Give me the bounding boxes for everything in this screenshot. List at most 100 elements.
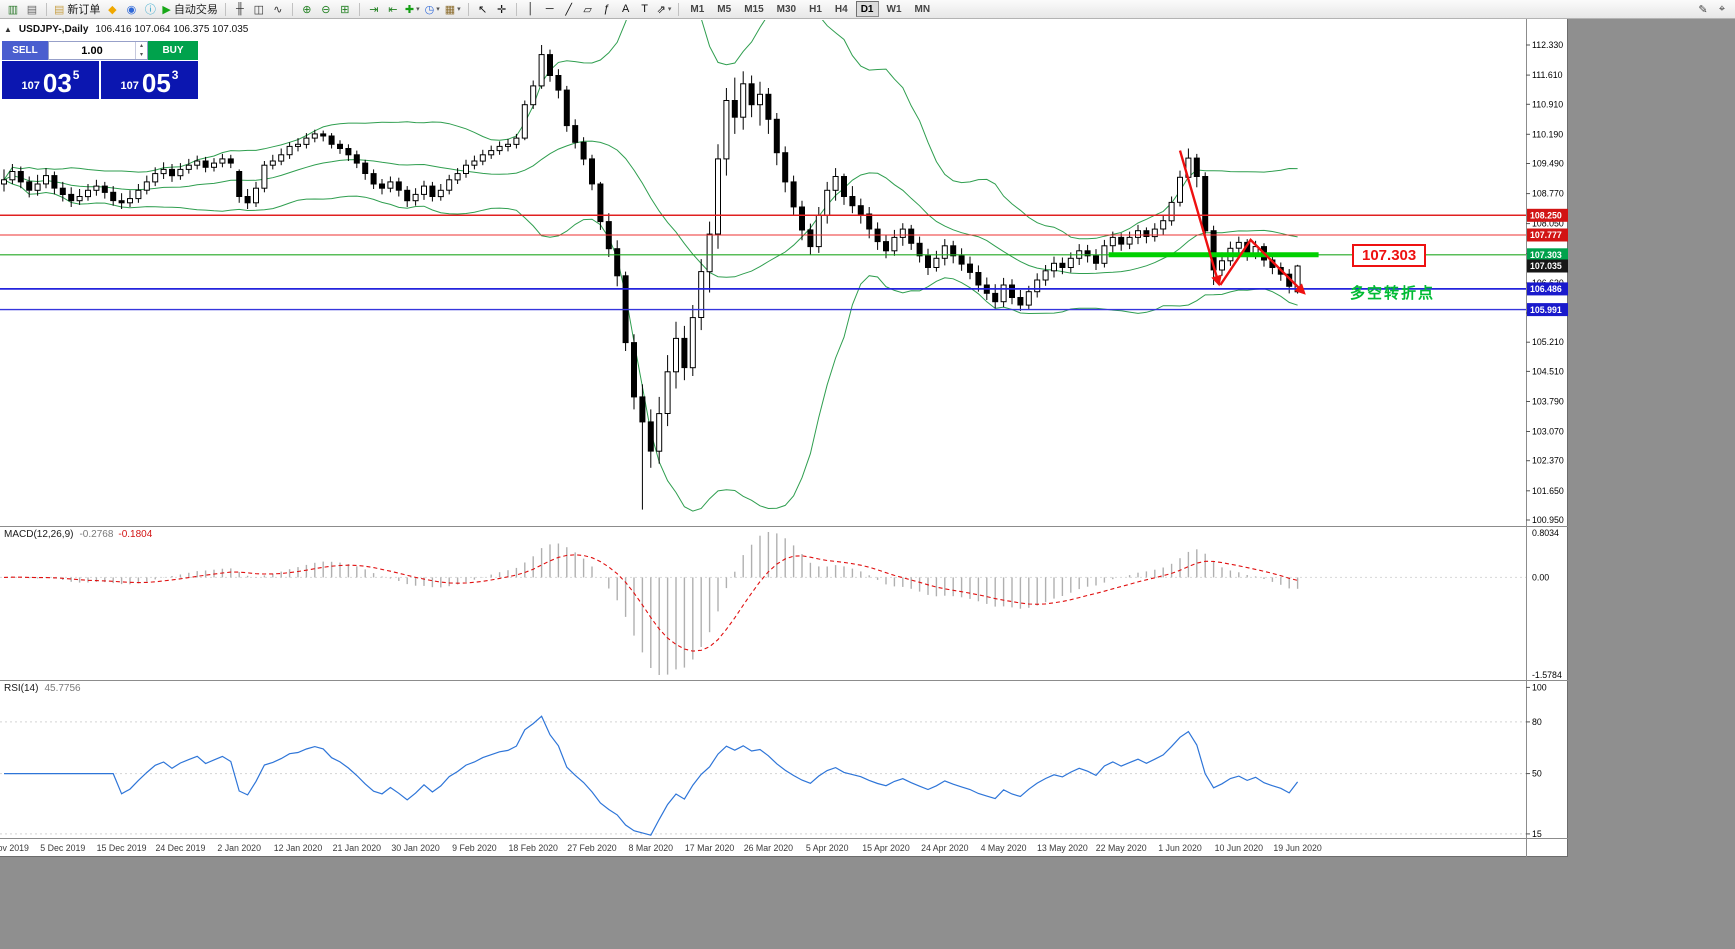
timeframe-h4-button[interactable]: H4 bbox=[834, 3, 848, 15]
buy-price-button[interactable]: 107 05 3 bbox=[101, 61, 198, 99]
macd-name: MACD(12,26,9) bbox=[4, 529, 74, 540]
svg-text:107.303: 107.303 bbox=[1530, 250, 1562, 260]
timeframe-m1-button[interactable]: M1 bbox=[690, 3, 705, 15]
svg-text:13 May 2020: 13 May 2020 bbox=[1037, 843, 1088, 853]
svg-text:21 Jan 2020: 21 Jan 2020 bbox=[333, 843, 382, 853]
buy-price-big: 05 bbox=[141, 68, 171, 98]
svg-text:24 Apr 2020: 24 Apr 2020 bbox=[921, 843, 969, 853]
svg-text:26 Nov 2019: 26 Nov 2019 bbox=[0, 843, 29, 853]
buy-price-sup: 3 bbox=[171, 68, 179, 82]
vertical-line-icon[interactable]: │ bbox=[527, 3, 535, 15]
toolbar-separator bbox=[358, 2, 360, 16]
templates-button[interactable]: ▦ ▾ bbox=[444, 3, 461, 16]
svg-text:50: 50 bbox=[1532, 769, 1542, 779]
timeframe-m5-button[interactable]: M5 bbox=[717, 3, 732, 15]
arrows-tool-icon[interactable]: ⇗ ▾ bbox=[656, 3, 672, 16]
buy-header-button[interactable]: BUY bbox=[148, 41, 198, 60]
zoom-out-icon[interactable]: ⊖ bbox=[321, 3, 331, 16]
toolbar-separator bbox=[224, 2, 226, 16]
svg-text:103.070: 103.070 bbox=[1532, 427, 1564, 437]
metaquotes-icon[interactable]: ◆ bbox=[108, 3, 117, 16]
indicators-button[interactable]: ✚ ▾ bbox=[404, 3, 420, 16]
svg-text:101.650: 101.650 bbox=[1532, 486, 1564, 496]
trendline-icon[interactable]: ╱ bbox=[565, 3, 572, 16]
target-icon[interactable]: ⌖ bbox=[1718, 2, 1726, 15]
crosshair-icon[interactable]: ✛ bbox=[497, 3, 507, 16]
sell-price-prefix: 107 bbox=[21, 80, 40, 92]
zoom-in-icon[interactable]: ⊕ bbox=[302, 3, 312, 16]
svg-text:108.050: 108.050 bbox=[1532, 219, 1564, 229]
timeframe-mn-button[interactable]: MN bbox=[914, 3, 931, 15]
macd-label: MACD(12,26,9) -0.2768 -0.1804 bbox=[4, 529, 152, 540]
chart-canvas[interactable]: 112.330 111.610 110.910 110.190 109.490 108.7… bbox=[0, 19, 1568, 857]
timeframe-h1-button[interactable]: H1 bbox=[809, 3, 822, 15]
timeframe-m30-button[interactable]: M30 bbox=[776, 3, 797, 15]
channel-icon[interactable]: ▱ bbox=[583, 3, 592, 16]
toolbar-separator bbox=[678, 2, 680, 16]
cursor-icon[interactable]: ↖ bbox=[478, 3, 488, 16]
svg-text:26 Mar 2020: 26 Mar 2020 bbox=[744, 843, 793, 853]
lot-spinner: ▴ ▾ bbox=[135, 42, 147, 59]
lot-increase-button[interactable]: ▴ bbox=[139, 43, 143, 49]
chart-ohlc-values: 106.416 107.064 106.375 107.035 bbox=[95, 24, 249, 35]
sell-header-button[interactable]: SELL bbox=[2, 41, 48, 60]
main-pane bbox=[0, 20, 1526, 512]
svg-text:112.330: 112.330 bbox=[1532, 40, 1563, 50]
svg-text:108.250: 108.250 bbox=[1530, 211, 1562, 221]
sell-price-sup: 5 bbox=[72, 68, 80, 82]
timeframe-m15-button[interactable]: M15 bbox=[744, 3, 764, 15]
svg-text:24 Dec 2019: 24 Dec 2019 bbox=[155, 843, 205, 853]
text-tool-icon[interactable]: A bbox=[621, 3, 630, 15]
market-icon[interactable]: ◉ bbox=[126, 3, 137, 16]
toolbar-separator bbox=[291, 2, 293, 16]
svg-text:22 May 2020: 22 May 2020 bbox=[1096, 843, 1147, 853]
new-chart-icon[interactable]: ▥ bbox=[7, 3, 19, 16]
svg-text:5 Apr 2020: 5 Apr 2020 bbox=[806, 843, 849, 853]
svg-text:109.490: 109.490 bbox=[1532, 159, 1564, 169]
tile-windows-icon[interactable]: ⊞ bbox=[340, 3, 350, 16]
svg-text:27 Feb 2020: 27 Feb 2020 bbox=[567, 843, 617, 853]
chart-window: 112.330 111.610 110.910 110.190 109.490 108.7… bbox=[0, 19, 1568, 857]
rsi-value: 45.7756 bbox=[44, 683, 81, 694]
horizontal-line-icon[interactable]: ─ bbox=[545, 3, 554, 15]
profiles-icon[interactable]: ▤ bbox=[26, 3, 38, 16]
svg-text:0.00: 0.00 bbox=[1532, 572, 1549, 582]
label-tool-icon[interactable]: T bbox=[641, 3, 649, 15]
community-icon[interactable]: ⓘ bbox=[144, 4, 156, 16]
svg-text:2 Jan 2020: 2 Jan 2020 bbox=[217, 843, 261, 853]
lot-decrease-button[interactable]: ▾ bbox=[139, 51, 143, 58]
candlestick-chart-icon[interactable]: ◫ bbox=[253, 3, 265, 16]
price-level-annotation-label: 107.303 bbox=[1352, 244, 1427, 267]
oneclick-toggle-icon[interactable]: ▲ bbox=[4, 25, 12, 34]
svg-text:18 Feb 2020: 18 Feb 2020 bbox=[508, 843, 558, 853]
auto-scroll-icon[interactable]: ⇥ bbox=[369, 3, 379, 16]
svg-text:104.510: 104.510 bbox=[1532, 366, 1564, 376]
toolbar-separator bbox=[467, 2, 469, 16]
svg-text:106.486: 106.486 bbox=[1530, 284, 1562, 294]
new-order-button[interactable]: ▤ 新订单 bbox=[54, 3, 101, 17]
svg-text:9 Feb 2020: 9 Feb 2020 bbox=[452, 843, 497, 853]
chart-symbol-title: USDJPY-,Daily bbox=[18, 24, 89, 35]
svg-text:100.950: 100.950 bbox=[1532, 515, 1564, 525]
toolbar-separator bbox=[46, 2, 47, 16]
sell-price-button[interactable]: 107 03 5 bbox=[2, 61, 99, 99]
toolbar: ▥ ▤ ▤ 新订单 ◆ ◉ ⓘ ▶ 自动交易 ╫ ◫ ∿ ⊕ ⊖ ⊞ ⇥ ⇤ ✚ ▾ ◷ ▾ ▦ ▾ ↖ ✛ │ ─ ╱ ▱ ƒ A T ⇗ ▾ M… bbox=[0, 0, 1735, 19]
periods-button[interactable]: ◷ ▾ bbox=[424, 3, 440, 16]
bar-chart-icon[interactable]: ╫ bbox=[235, 3, 244, 15]
toolbar-separator bbox=[515, 2, 517, 16]
svg-text:110.190: 110.190 bbox=[1532, 129, 1563, 139]
svg-text:102.370: 102.370 bbox=[1532, 456, 1564, 466]
autotrading-button[interactable]: ▶ 自动交易 bbox=[162, 3, 218, 17]
svg-text:103.790: 103.790 bbox=[1532, 397, 1564, 407]
fibonacci-icon[interactable]: ƒ bbox=[603, 3, 610, 15]
timeframe-d1-button[interactable]: D1 bbox=[855, 1, 879, 17]
lot-size-value[interactable]: 1.00 bbox=[81, 44, 103, 57]
lot-size-field[interactable]: 1.00 ▴ ▾ bbox=[48, 41, 148, 60]
line-chart-icon[interactable]: ∿ bbox=[273, 3, 283, 16]
svg-text:107.035: 107.035 bbox=[1530, 261, 1562, 271]
chart-shift-icon[interactable]: ⇤ bbox=[388, 3, 398, 16]
timeframe-w1-button[interactable]: W1 bbox=[886, 3, 902, 15]
buy-price-prefix: 107 bbox=[120, 80, 139, 92]
edit-icon[interactable]: ✎ bbox=[1698, 3, 1708, 16]
svg-text:1 Jun 2020: 1 Jun 2020 bbox=[1158, 843, 1202, 853]
